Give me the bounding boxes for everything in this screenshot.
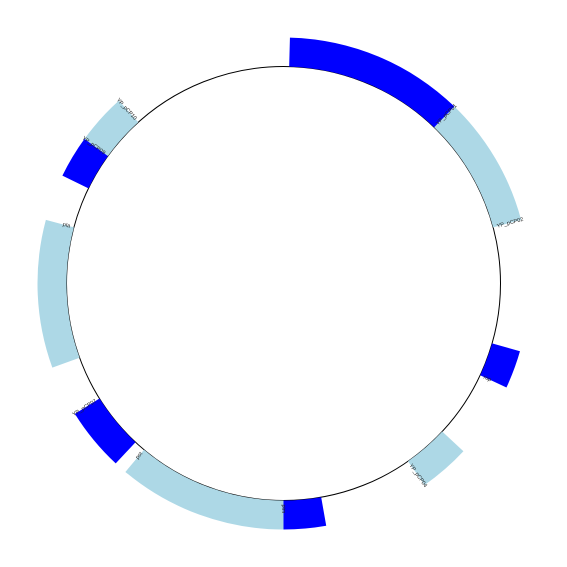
feature-arc-yp-pcp02 — [434, 106, 522, 228]
feature-arc-yp-pcp01 — [289, 37, 455, 128]
feature-arc-rop — [480, 343, 520, 388]
feature-arc-yp-pcp07 — [74, 398, 136, 464]
feature-arc-pst — [125, 449, 284, 530]
feature-arc-yp-pcp10 — [84, 100, 139, 156]
feature-arc-pim — [283, 497, 327, 530]
feature-label-pst: pst — [135, 451, 145, 461]
feature-label-rop: rop — [482, 375, 492, 384]
feature-arc-yp-pcp09 — [62, 138, 108, 189]
feature-label-pim: pim — [280, 505, 286, 514]
feature-label-pla: pla — [62, 222, 72, 230]
feature-arc-yp-pcp04 — [407, 431, 464, 486]
features-layer — [37, 37, 522, 530]
feature-arc-pla — [37, 219, 80, 368]
